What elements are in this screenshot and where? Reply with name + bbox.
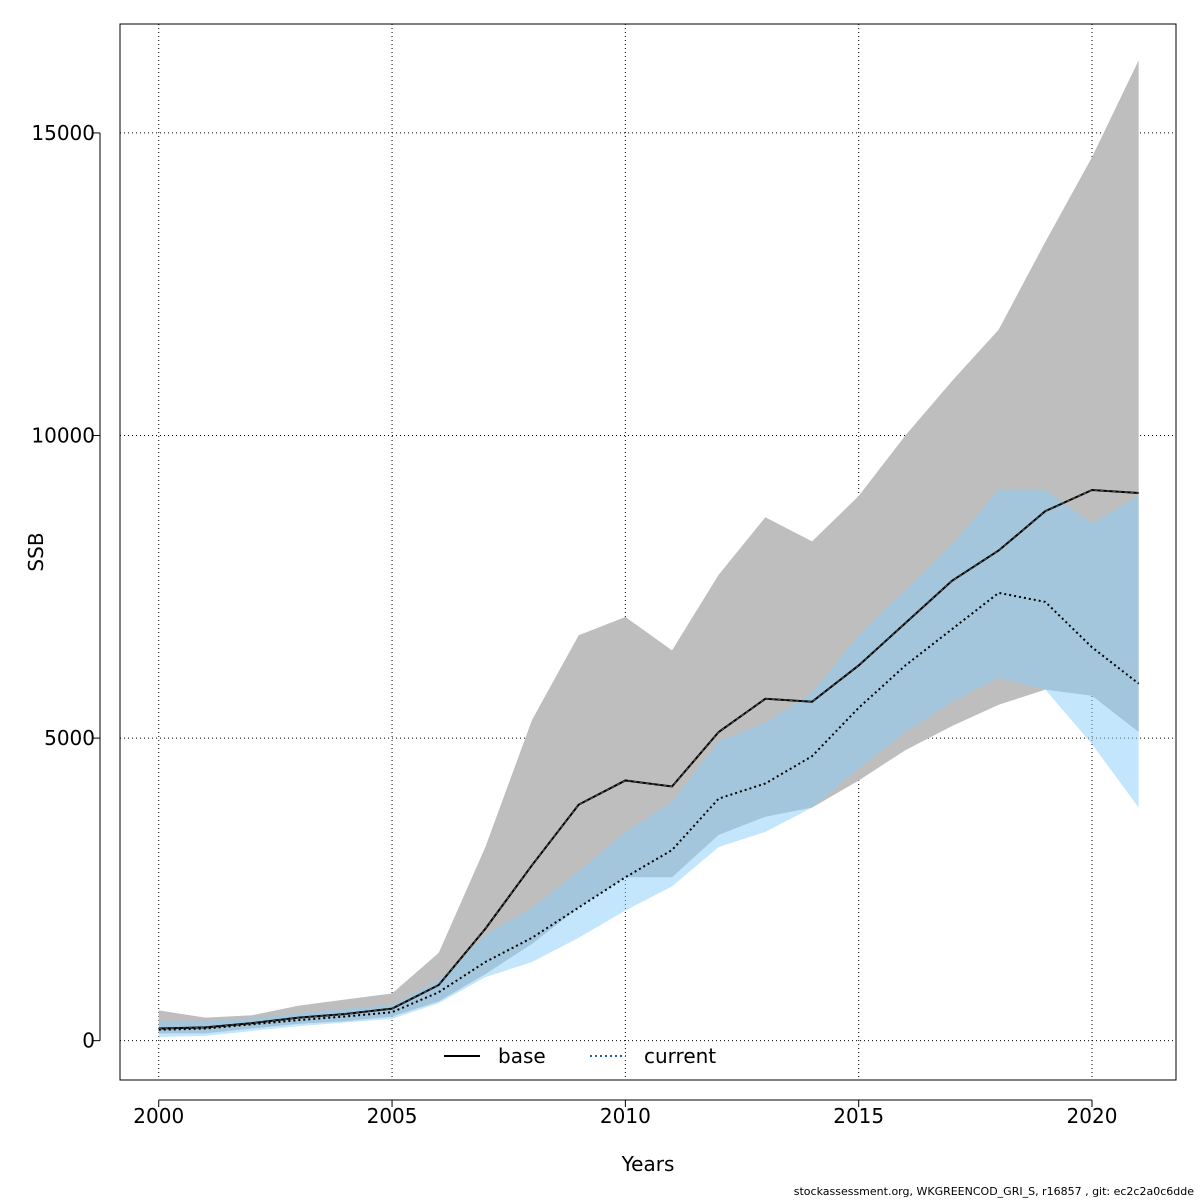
series-lines — [158, 488, 1140, 1031]
plot-frame — [119, 23, 1177, 1081]
y-tick-label-15000: 15000 — [31, 121, 95, 145]
legend: base current — [444, 1044, 716, 1068]
x-tick-label-2015: 2015 — [833, 1104, 884, 1128]
legend-label-current: current — [644, 1044, 716, 1068]
y-axis-title: SSB — [24, 532, 48, 571]
band-current — [158, 489, 1139, 1038]
confidence-bands — [158, 60, 1139, 1038]
x-axis-title: Years — [621, 1152, 675, 1176]
y-tick-label-5000: 5000 — [44, 726, 95, 750]
x-tick-label-2000: 2000 — [133, 1104, 184, 1128]
line-base-inner — [158, 489, 1139, 1030]
legend-label-base: base — [498, 1044, 546, 1068]
axes: 2000 2005 2010 2015 2020 0 5000 10000 15000 — [31, 121, 1117, 1128]
footer-credit: stockassessment.org, WKGREENCOD_GRI_S, r… — [793, 1185, 1194, 1198]
x-tick-label-2020: 2020 — [1067, 1104, 1118, 1128]
y-tick-label-10000: 10000 — [31, 424, 95, 448]
y-tick-label-0: 0 — [82, 1029, 95, 1053]
line-current — [158, 591, 1140, 1031]
x-tick-label-2005: 2005 — [367, 1104, 418, 1128]
x-tick-label-2010: 2010 — [600, 1104, 651, 1128]
